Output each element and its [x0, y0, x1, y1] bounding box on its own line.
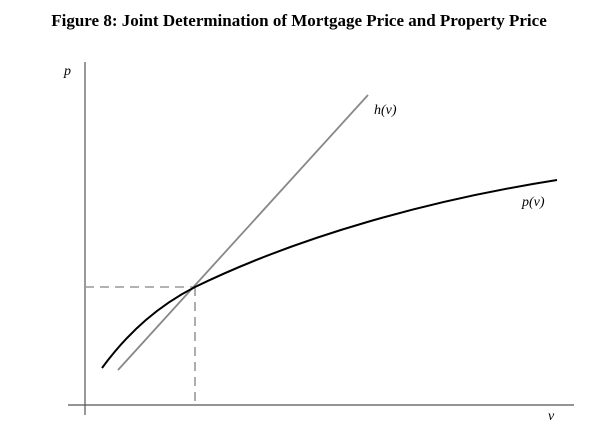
p-curve-label: p(v) — [521, 195, 545, 210]
figure-title: Figure 8: Joint Determination of Mortgag… — [51, 11, 547, 30]
x-axis-label: v — [548, 409, 555, 424]
h-curve-label: h(v) — [374, 103, 397, 118]
h-curve — [117, 94, 369, 371]
p-curve — [101, 179, 558, 369]
y-axis-label: p — [63, 64, 71, 79]
